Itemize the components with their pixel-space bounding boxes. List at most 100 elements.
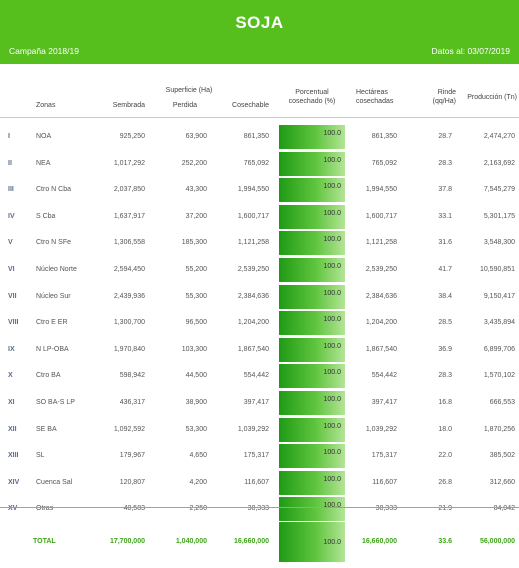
header-porcentual-line2: cosechado (%) — [288, 98, 336, 105]
total-row: TOTAL 17,700,000 1,040,000 16,660,000 10… — [0, 522, 519, 562]
row-perdida: 185,300 — [181, 239, 207, 247]
header-superficie: Superficie (Ha) — [165, 87, 213, 94]
row-perdida: 37,200 — [185, 212, 207, 220]
row-perdida: 53,300 — [185, 425, 207, 433]
row-cosechadas: 2,384,636 — [365, 292, 397, 300]
row-pct: 100.0 — [323, 342, 341, 350]
row-index: XIV — [8, 478, 20, 486]
row-produccion: 312,660 — [489, 478, 515, 486]
row-cosechable: 2,539,250 — [237, 266, 269, 273]
row-index: I — [8, 133, 10, 140]
table-row: XV Otras 40,583 2,250 38,333 38,333 21.9 84,042… — [0, 495, 519, 523]
row-cosechadas: 1,039,292 — [365, 425, 397, 433]
row-produccion: 5,301,175 — [483, 212, 515, 220]
row-progress-bar: 100.0 — [279, 417, 345, 442]
row-pct: 100.0 — [323, 156, 341, 164]
row-perdida: 43,300 — [185, 186, 207, 194]
row-pct: 100.0 — [323, 183, 341, 191]
row-perdida: 4,200 — [189, 478, 207, 486]
table-row: VIII Ctro E ER 1,300,700 96,500 1,204,200 1,2… — [0, 309, 519, 337]
row-index: XI — [8, 399, 15, 406]
row-rinde: 21.9 — [438, 505, 452, 513]
row-sembrada: 2,594,450 — [113, 266, 145, 273]
row-produccion: 385,502 — [489, 452, 515, 460]
row-produccion: 3,548,300 — [483, 239, 515, 247]
table-row: I NOA 925,250 63,900 861,350 861,350 28.7 2,474… — [0, 123, 519, 151]
row-sembrada: 1,637,917 — [113, 212, 145, 220]
row-pct: 100.0 — [323, 236, 341, 244]
row-cosechadas: 861,350 — [371, 133, 397, 140]
title-banner: SOJA Campaña 2018/19 Datos al: 03/07/201… — [0, 0, 519, 64]
row-zona: NEA — [36, 159, 51, 167]
row-sembrada: 1,017,292 — [113, 159, 145, 167]
row-progress-bar: 100.0 — [279, 178, 345, 203]
row-cosechadas: 1,600,717 — [365, 212, 397, 220]
row-progress-bar: 100.0 — [279, 497, 345, 522]
page-title: SOJA — [235, 13, 284, 32]
row-zona: Otras — [36, 505, 54, 513]
total-pct: 100.0 — [323, 539, 341, 546]
row-zona: Cuenca Sal — [36, 478, 73, 486]
row-cosechadas: 1,994,550 — [365, 186, 397, 194]
row-index: IX — [8, 345, 15, 353]
total-produccion: 56,000,000 — [479, 538, 515, 545]
row-progress-bar: 100.0 — [279, 391, 345, 415]
header-divider — [0, 117, 519, 118]
table-row: IX N LP-OBA 1,970,840 103,300 1,867,540 1,867… — [0, 336, 519, 364]
row-index: II — [8, 159, 12, 167]
row-zona: Ctro N SFe — [36, 239, 72, 247]
row-perdida: 38,900 — [185, 399, 207, 406]
row-produccion: 10,590,851 — [479, 266, 515, 273]
row-progress-bar: 100.0 — [279, 470, 345, 495]
row-pct: 100.0 — [323, 289, 341, 297]
row-index: XV — [8, 505, 18, 513]
row-sembrada: 1,092,592 — [113, 425, 145, 433]
row-perdida: 63,900 — [185, 133, 207, 140]
header-sembrada: Sembrada — [112, 102, 145, 109]
row-zona: SE BA — [36, 425, 57, 433]
row-rinde: 16.8 — [438, 399, 452, 406]
row-cosechable: 38,333 — [247, 505, 269, 513]
row-produccion: 3,435,894 — [483, 319, 515, 327]
row-sembrada: 40,583 — [123, 505, 145, 513]
row-sembrada: 1,300,700 — [113, 319, 145, 327]
total-cosechable: 16,660,000 — [233, 538, 269, 545]
table-row: III Ctro N Cba 2,037,850 43,300 1,994,550 1,9… — [0, 176, 519, 204]
header-rinde-line1: Rinde — [437, 89, 456, 96]
row-index: VI — [8, 266, 15, 273]
row-zona: S Cba — [36, 212, 56, 220]
row-index: V — [8, 239, 13, 247]
header-perdida: Perdida — [172, 102, 197, 109]
row-produccion: 84,042 — [493, 505, 515, 513]
row-produccion: 6,899,706 — [483, 345, 515, 353]
row-cosechable: 1,994,550 — [237, 186, 269, 194]
row-cosechable: 116,607 — [244, 478, 269, 486]
row-cosechadas: 765,092 — [371, 159, 397, 167]
row-progress-bar: 100.0 — [279, 231, 345, 256]
row-rinde: 36.9 — [438, 345, 452, 353]
row-rinde: 37.8 — [438, 186, 452, 194]
row-index: XIII — [8, 452, 19, 460]
total-label: TOTAL — [33, 538, 56, 545]
row-sembrada: 1,970,840 — [113, 345, 145, 353]
row-rinde: 28.3 — [438, 159, 452, 167]
row-perdida: 55,300 — [185, 292, 207, 300]
row-rinde: 33.1 — [438, 212, 452, 220]
row-index: III — [8, 186, 14, 194]
row-perdida: 96,500 — [185, 319, 207, 327]
row-cosechadas: 1,204,200 — [365, 319, 397, 327]
row-sembrada: 120,807 — [119, 478, 145, 486]
row-pct: 100.0 — [323, 316, 341, 324]
table-row: X Ctro BA 598,942 44,500 554,442 554,442 28.3 1… — [0, 362, 519, 390]
data-date-label: Datos al: 03/07/2019 — [431, 46, 510, 56]
row-sembrada: 2,037,850 — [113, 186, 145, 194]
row-pct: 100.0 — [323, 369, 341, 377]
header-hectareas-line1: Hectáreas — [356, 89, 388, 96]
row-rinde: 28.3 — [438, 372, 452, 380]
row-zona: Núcleo Norte — [36, 266, 77, 273]
header-cosechable: Cosechable — [232, 102, 269, 109]
row-index: IV — [8, 212, 15, 220]
row-produccion: 2,163,692 — [483, 159, 515, 167]
row-zona: SO BA-S LP — [36, 399, 75, 406]
total-sembrada: 17,700,000 — [109, 538, 145, 545]
